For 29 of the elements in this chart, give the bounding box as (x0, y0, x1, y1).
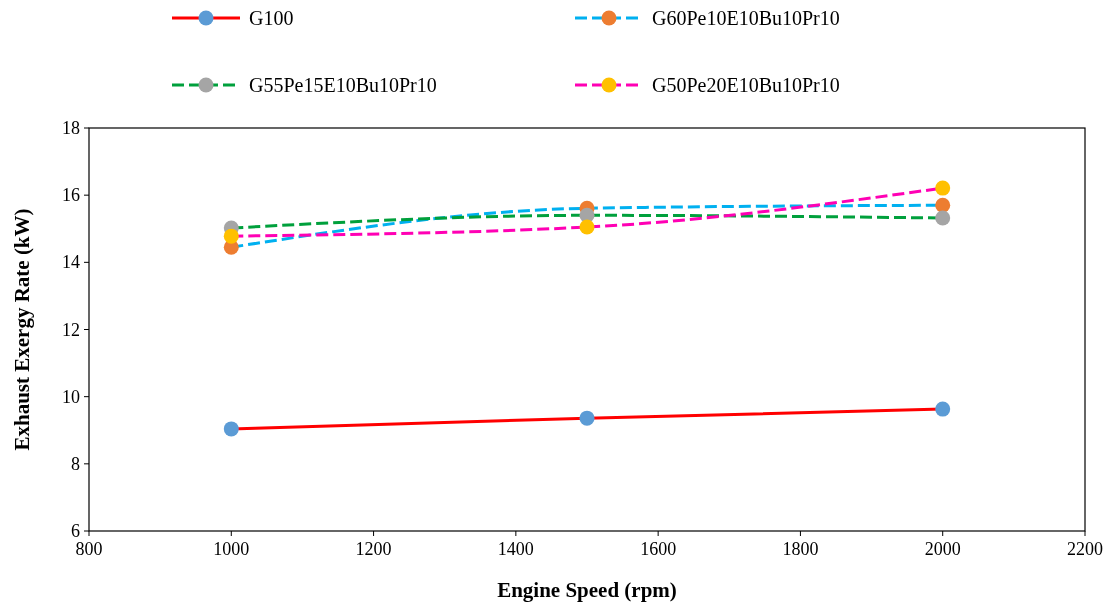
y-tick-label: 6 (71, 521, 80, 541)
legend-label: G60Pe10E10Bu10Pr10 (652, 7, 840, 29)
y-tick-label: 16 (62, 185, 80, 206)
point (223, 421, 239, 437)
point (935, 180, 951, 196)
x-tick-label: 1400 (497, 539, 534, 559)
y-tick-label: 8 (71, 453, 80, 474)
point (579, 410, 595, 426)
point (935, 210, 951, 226)
x-tick-label: 1000 (213, 539, 250, 559)
point (223, 228, 239, 244)
legend-label: G100 (249, 7, 294, 29)
y-tick-label: 18 (62, 118, 80, 138)
y-tick-label: 10 (62, 386, 80, 407)
x-tick-label: 1800 (782, 539, 819, 559)
x-tick-label: 2200 (1067, 539, 1103, 559)
y-tick-label: 12 (62, 319, 80, 340)
point (935, 197, 951, 213)
legend-label: G55Pe15E10Bu10Pr10 (249, 74, 437, 96)
y-tick-label: 14 (62, 252, 80, 273)
x-tick-label: 2000 (924, 539, 961, 559)
y-axis-title: Exhaust Exergy Rate (kW) (10, 208, 34, 451)
x-tick-label: 1600 (640, 539, 677, 559)
point (935, 401, 951, 417)
point (579, 219, 595, 235)
x-tick-label: 800 (75, 539, 103, 559)
x-tick-label: 1200 (355, 539, 392, 559)
x-axis-title: Engine Speed (rpm) (497, 578, 677, 602)
legend-label: G50Pe20E10Bu10Pr10 (652, 74, 840, 96)
